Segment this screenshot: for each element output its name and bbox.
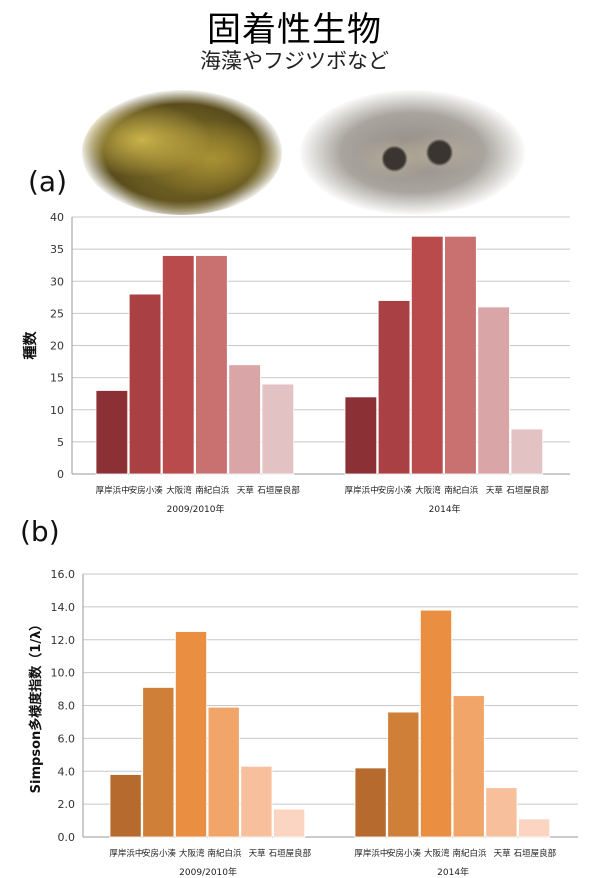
y-tick-label: 0 (57, 468, 64, 481)
chart-simpson-index: 0.0 2.0 4.0 6.0 8.0 10.0 12.0 14.0 16.0 Simpson多様… (28, 568, 578, 878)
panel-label-b: (b) (20, 515, 60, 548)
category-label: 大阪湾 (415, 485, 441, 496)
category-label: 厚岸浜中 (345, 485, 379, 496)
bar (452, 695, 485, 838)
bar (128, 293, 162, 475)
y-tick-label: 5 (57, 436, 64, 449)
bar (109, 774, 142, 838)
category-label: 南紀白浜 (207, 848, 242, 859)
bar (377, 300, 411, 475)
panel-label-a: (a) (28, 165, 68, 198)
group-label: 2014年 (429, 503, 461, 515)
category-label: 南紀白浜 (195, 485, 230, 496)
category-label: 厚岸浜中 (96, 485, 130, 496)
category-label: 石垣屋良部 (257, 485, 300, 496)
y-tick-label: 6.0 (58, 732, 76, 745)
category-label: 石垣屋良部 (269, 848, 312, 859)
category-label: 天草 (249, 848, 267, 859)
y-tick-label: 10.0 (51, 667, 76, 680)
bar (228, 364, 261, 475)
y-tick-label: 25 (50, 307, 64, 320)
bar (261, 383, 295, 475)
category-label: 天草 (486, 485, 504, 496)
y-tick-label: 2.0 (58, 798, 76, 811)
bar (419, 609, 452, 838)
y-tick-label: 15 (50, 372, 64, 385)
category-label: 厚岸浜中 (354, 848, 388, 859)
bar (273, 808, 306, 838)
y-tick-label: 40 (50, 211, 64, 224)
category-label: 南紀白浜 (452, 848, 487, 859)
bar (354, 767, 387, 838)
y-axis-label: Simpson多様度指数（1/λ） (28, 618, 44, 794)
y-axis-label: 種数 (22, 331, 39, 360)
y-tick-label: 12.0 (51, 634, 76, 647)
group-label: 2009/2010年 (167, 503, 225, 515)
y-tick-label: 8.0 (58, 700, 76, 713)
y-tick-label: 10 (50, 404, 64, 417)
bar (195, 255, 228, 475)
group-label: 2014年 (437, 866, 469, 878)
bar (174, 631, 207, 838)
bar (387, 711, 420, 838)
category-label: 安房小湊 (387, 848, 422, 859)
bar (142, 687, 175, 838)
y-tick-label: 30 (50, 275, 64, 288)
category-label: 石垣屋良部 (514, 848, 557, 859)
bar (518, 818, 551, 838)
bar (510, 428, 544, 475)
bar (444, 235, 477, 475)
category-label: 大阪湾 (179, 848, 205, 859)
y-tick-label: 16.0 (51, 568, 76, 581)
barnacle-photo (300, 90, 525, 215)
bar (95, 390, 129, 475)
y-tick-label: 20 (50, 340, 64, 353)
y-tick-label: 4.0 (58, 765, 76, 778)
bar (485, 787, 518, 838)
bar (344, 396, 378, 475)
page-title: 固着性生物 (207, 10, 382, 50)
bar (161, 255, 195, 475)
category-label: 大阪湾 (424, 848, 450, 859)
category-label: 石垣屋良部 (506, 485, 549, 496)
bar (410, 235, 444, 475)
category-label: 天草 (237, 485, 255, 496)
category-label: 厚岸浜中 (109, 848, 143, 859)
category-label: 大阪湾 (166, 485, 192, 496)
category-label: 南紀白浜 (444, 485, 479, 496)
category-label: 安房小湊 (378, 485, 413, 496)
group-label: 2009/2010年 (179, 866, 237, 878)
category-label: 安房小湊 (142, 848, 177, 859)
y-tick-label: 0.0 (58, 831, 76, 844)
bar (477, 306, 510, 475)
category-label: 安房小湊 (129, 485, 164, 496)
bar (240, 765, 273, 838)
y-tick-label: 14.0 (51, 601, 76, 614)
category-label: 天草 (494, 848, 512, 859)
page-subtitle: 海藻やフジツボなど (200, 49, 389, 73)
y-tick-label: 35 (50, 243, 64, 256)
seaweed-photo (82, 90, 282, 215)
bar (207, 706, 240, 838)
